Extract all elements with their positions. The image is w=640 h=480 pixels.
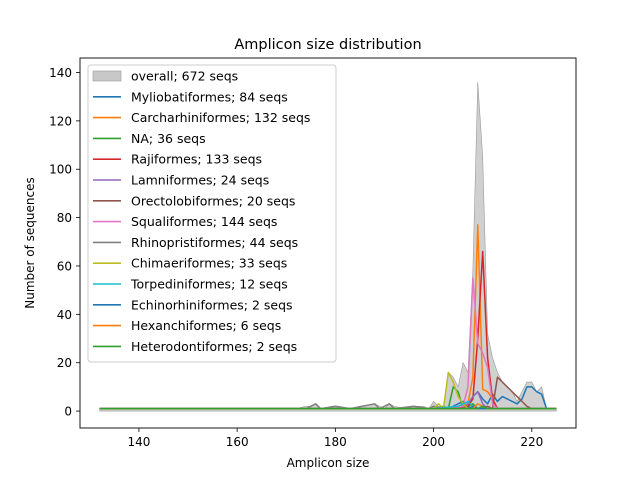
legend-entry: Hexanchiformes; 6 seqs <box>131 318 281 333</box>
y-tick-label: 140 <box>49 66 72 80</box>
plot-data <box>99 82 557 412</box>
series-line-12 <box>99 405 557 410</box>
x-tick-label: 140 <box>127 435 150 449</box>
legend-entry: Torpediniformes; 12 seqs <box>130 277 288 292</box>
x-axis-ticks: 140 160 180 200 220 <box>127 428 543 449</box>
x-tick-label: 180 <box>324 435 347 449</box>
y-tick-label: 0 <box>64 405 72 419</box>
legend-entry: Myliobatiformes; 84 seqs <box>131 89 288 104</box>
x-tick-label: 220 <box>520 435 543 449</box>
legend: overall; 672 seqs Myliobatiformes; 84 seq… <box>87 64 337 363</box>
chart-title: Amplicon size distribution <box>234 37 421 53</box>
legend-entry: Carcharhiniformes; 132 seqs <box>131 110 310 125</box>
y-tick-label: 100 <box>49 163 72 177</box>
legend-entry: Squaliformes; 144 seqs <box>131 214 277 229</box>
y-axis-ticks: 0 20 40 60 80 100 120 140 <box>49 66 80 419</box>
x-tick-label: 200 <box>422 435 445 449</box>
series-line-8 <box>99 371 557 410</box>
legend-box <box>87 64 337 363</box>
x-tick-label: 160 <box>226 435 249 449</box>
y-tick-label: 120 <box>49 114 72 128</box>
y-tick-label: 80 <box>57 211 72 225</box>
y-tick-label: 40 <box>57 308 72 322</box>
legend-entry: Echinorhiniformes; 2 seqs <box>131 297 293 312</box>
legend-entry: Lamniformes; 24 seqs <box>131 173 269 188</box>
y-tick-label: 60 <box>57 259 72 273</box>
y-axis-label: Number of sequences <box>23 177 37 308</box>
legend-entry: Rhinopristiformes; 44 seqs <box>131 235 298 250</box>
x-axis-label: Amplicon size <box>287 456 370 470</box>
legend-entry: overall; 672 seqs <box>131 69 238 84</box>
axes-frame <box>79 57 577 429</box>
legend-swatch <box>92 70 122 82</box>
legend-entry: Orectolobiformes; 20 seqs <box>131 193 295 208</box>
y-tick-label: 20 <box>57 356 72 370</box>
legend-entry: NA; 36 seqs <box>131 131 206 146</box>
legend-entry: Rajiformes; 133 seqs <box>131 152 262 167</box>
legend-entry: Chimaeriformes; 33 seqs <box>131 256 287 271</box>
legend-entry: Heterodontiformes; 2 seqs <box>131 339 297 354</box>
